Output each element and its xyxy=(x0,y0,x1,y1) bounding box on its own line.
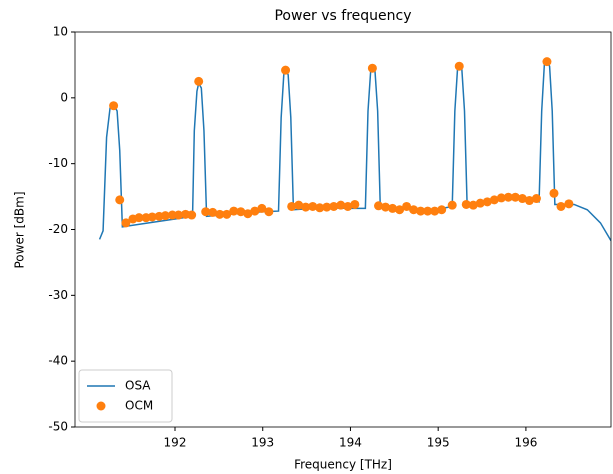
point xyxy=(542,57,552,67)
point xyxy=(367,63,377,73)
point xyxy=(215,209,225,219)
point xyxy=(461,199,471,209)
point xyxy=(160,211,170,221)
point xyxy=(315,203,325,213)
legend-marker xyxy=(96,401,106,411)
point xyxy=(264,207,274,217)
point xyxy=(343,201,353,211)
point xyxy=(475,198,485,208)
point xyxy=(134,213,144,223)
y-axis-label: Power [dBm] xyxy=(13,192,27,269)
point xyxy=(496,193,506,203)
plot-frame xyxy=(74,31,612,428)
point xyxy=(524,196,534,206)
point xyxy=(409,205,419,215)
point xyxy=(201,207,211,217)
point xyxy=(454,61,464,71)
point xyxy=(294,200,304,210)
point xyxy=(517,194,527,204)
point xyxy=(388,203,398,213)
point xyxy=(564,199,574,209)
point xyxy=(301,202,311,212)
point xyxy=(222,209,232,219)
point xyxy=(236,207,246,217)
point xyxy=(549,188,559,198)
point xyxy=(109,101,119,111)
point xyxy=(350,199,360,209)
x-tick-label: 196 xyxy=(514,436,537,450)
point xyxy=(281,65,291,75)
point xyxy=(121,218,131,228)
point xyxy=(174,210,184,220)
point xyxy=(147,212,157,222)
x-axis-label: Frequency [THz] xyxy=(294,458,392,472)
point xyxy=(287,201,297,211)
point xyxy=(468,200,478,210)
point xyxy=(374,201,384,211)
y-tick-label: 0 xyxy=(60,90,68,104)
y-tick-label: -10 xyxy=(48,156,68,170)
point xyxy=(329,201,339,211)
y-tick-label: -30 xyxy=(48,288,68,302)
point xyxy=(243,209,253,219)
point xyxy=(381,202,391,212)
point xyxy=(423,206,433,216)
point xyxy=(257,203,267,213)
point xyxy=(395,205,405,215)
point xyxy=(489,195,499,205)
y-tick-label: -20 xyxy=(48,222,68,236)
x-tick-label: 195 xyxy=(427,436,450,450)
point xyxy=(336,200,346,210)
x-tick-label: 194 xyxy=(339,436,362,450)
point xyxy=(416,206,426,216)
point xyxy=(503,192,513,202)
point xyxy=(447,200,457,210)
point xyxy=(437,205,447,215)
point xyxy=(430,206,440,216)
point xyxy=(229,206,239,216)
x-tick-label: 193 xyxy=(251,436,274,450)
y-tick-label: -40 xyxy=(48,354,68,368)
point xyxy=(322,202,332,212)
point xyxy=(556,201,566,211)
point xyxy=(482,197,492,207)
y-tick-label: -50 xyxy=(48,420,68,434)
point xyxy=(402,201,412,211)
point xyxy=(187,210,197,220)
point xyxy=(250,206,260,216)
y-tick-label: 10 xyxy=(53,25,68,39)
legend-label: OCM xyxy=(125,399,153,413)
point xyxy=(208,207,218,217)
point xyxy=(194,76,204,86)
point xyxy=(510,192,520,202)
x-tick-label: 192 xyxy=(164,436,187,450)
point xyxy=(531,194,541,204)
point xyxy=(115,195,125,205)
legend-label: OSA xyxy=(125,379,151,393)
point xyxy=(308,201,318,211)
chart-title: Power vs frequency xyxy=(274,8,411,24)
